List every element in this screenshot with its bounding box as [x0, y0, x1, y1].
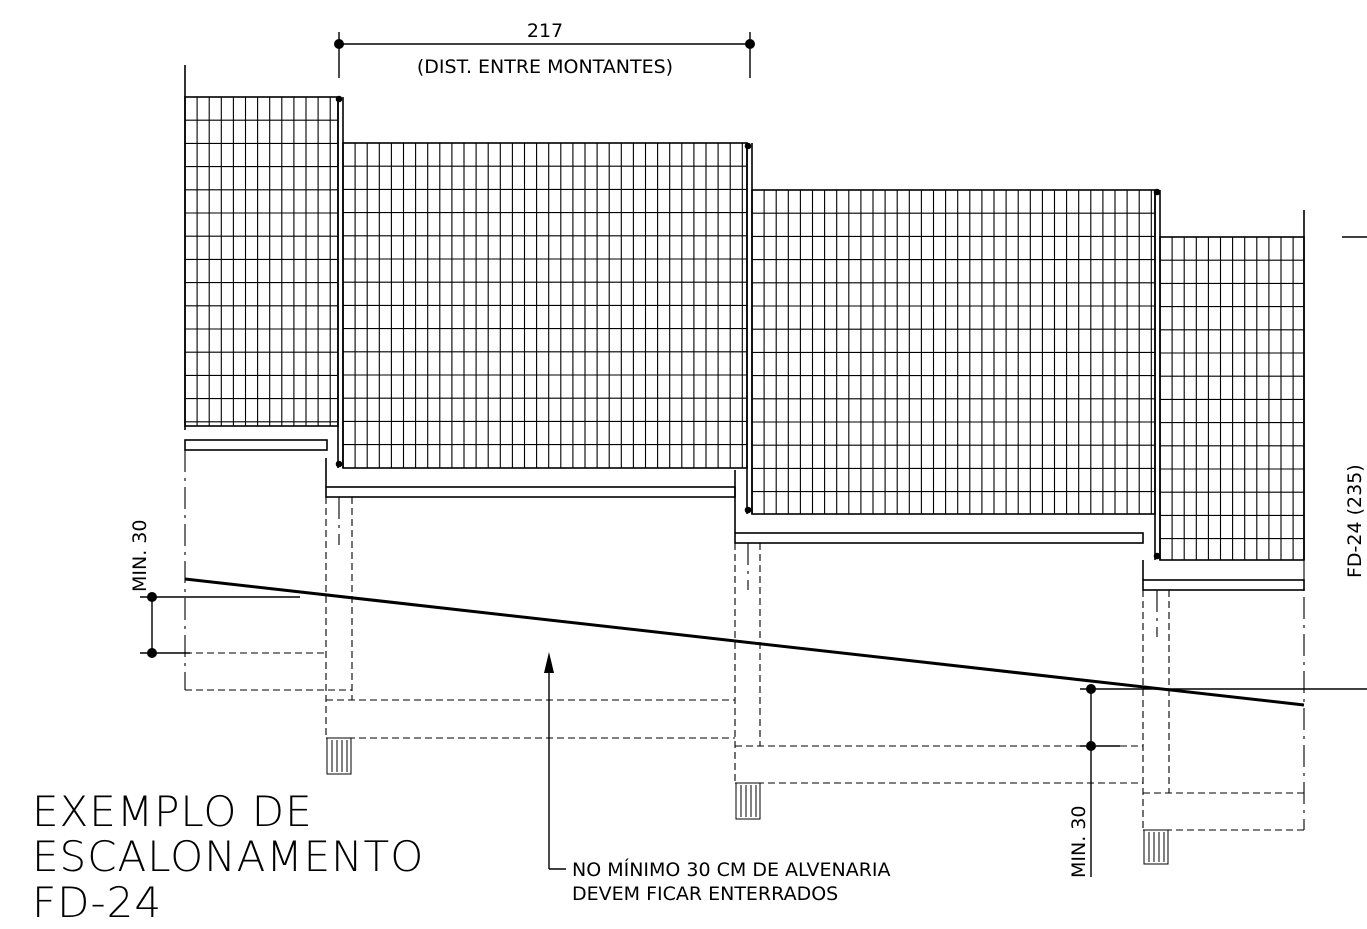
note-arrow-head — [544, 652, 554, 673]
note-line-1: NO MÍNIMO 30 CM DE ALVENARIA — [572, 858, 891, 881]
note-line-2: DEVEM FICAR ENTERRADOS — [572, 883, 838, 905]
mesh-panel-3 — [751, 189, 1156, 515]
side-label: FD-24 (235) — [1344, 464, 1366, 578]
min-left-label: MIN. 30 — [129, 520, 151, 592]
mesh-panel-1 — [184, 96, 339, 427]
dimension-min-left — [140, 592, 300, 658]
footing-hatch-1 — [326, 737, 352, 775]
coping-slab-3 — [734, 532, 1144, 544]
coping-slab-1 — [184, 439, 328, 451]
coping-slab-4 — [1142, 579, 1305, 591]
fence-structure — [184, 65, 1305, 707]
foundation-hidden-lines — [185, 497, 1304, 831]
dimension-min-right — [1080, 684, 1367, 877]
coping-slab-2 — [325, 486, 736, 498]
fence-mesh-panels — [184, 96, 1305, 561]
dimension-top — [334, 32, 755, 78]
title-line-2: ESCALONAMENTO — [32, 832, 424, 881]
title-line-3: FD-24 — [32, 878, 162, 927]
center-lines — [184, 450, 1305, 830]
footing-hatch-2 — [735, 782, 761, 820]
footing-hatches — [326, 737, 1169, 865]
dimension-note: (DIST. ENTRE MONTANTES) — [417, 56, 673, 78]
dimension-value: 217 — [527, 20, 563, 42]
mesh-panel-4 — [1159, 236, 1305, 561]
title-line-1: EXEMPLO DE — [32, 787, 313, 836]
ground-line — [184, 577, 1305, 707]
min-right-label: MIN. 30 — [1068, 806, 1090, 878]
footing-hatch-3 — [1143, 829, 1169, 865]
mesh-panel-2 — [342, 142, 748, 469]
note-leader — [548, 668, 566, 870]
